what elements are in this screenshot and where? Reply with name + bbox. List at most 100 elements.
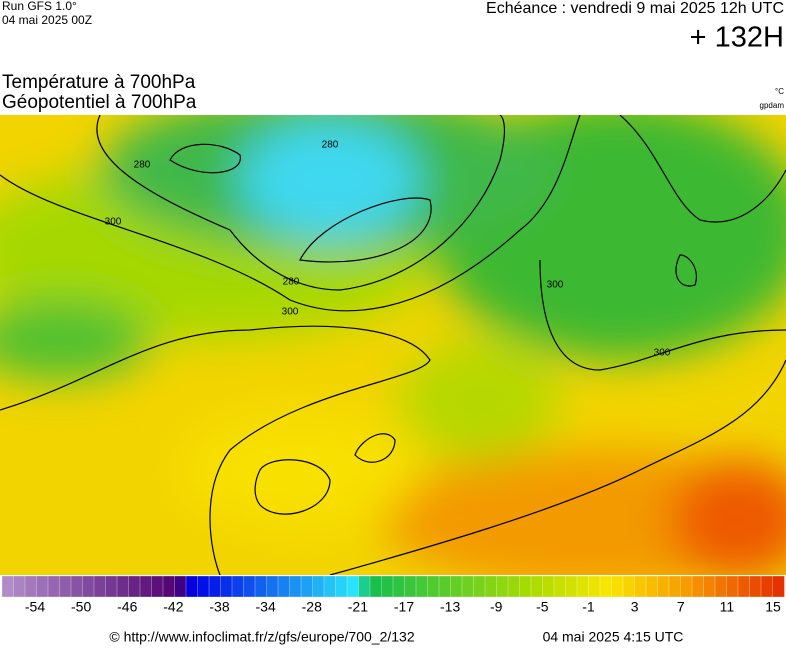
swatch xyxy=(542,575,555,598)
unit: °C xyxy=(775,87,784,96)
swatch xyxy=(220,575,233,598)
swatch xyxy=(392,575,406,598)
footer-url: © http://www.infoclimat.fr/z/gfs/europe/… xyxy=(109,629,414,645)
swatch xyxy=(737,575,751,598)
swatch xyxy=(335,575,348,598)
swatch xyxy=(576,575,590,598)
swatch xyxy=(70,575,84,598)
swatch xyxy=(714,575,728,598)
swatch xyxy=(1,575,15,598)
swatch xyxy=(760,575,774,598)
swatch xyxy=(82,575,95,598)
colorbar-label: -21 xyxy=(348,599,368,615)
swatch xyxy=(277,575,291,598)
title: Température à 700hPa xyxy=(2,72,196,93)
swatch xyxy=(59,575,72,598)
swatch xyxy=(300,575,314,598)
swatch xyxy=(312,575,325,598)
contour-label: 300 xyxy=(105,217,122,228)
swatch xyxy=(36,575,49,598)
swatch xyxy=(254,575,268,598)
unit: gpdam xyxy=(760,101,785,110)
swatch xyxy=(519,575,532,598)
swatch xyxy=(185,575,199,598)
swatch xyxy=(530,575,544,598)
swatch xyxy=(473,575,486,598)
colorbar-label: -9 xyxy=(490,599,503,615)
swatch xyxy=(105,575,118,598)
swatch xyxy=(346,575,360,598)
colorbar-label: 3 xyxy=(631,599,639,615)
swatch xyxy=(496,575,509,598)
run: Run GFS 1.0° xyxy=(2,0,77,13)
colorbar-label: 11 xyxy=(720,599,735,615)
swatch xyxy=(415,575,429,598)
contour-label: 300 xyxy=(547,280,564,291)
swatch xyxy=(680,575,693,598)
swatch xyxy=(24,575,38,598)
title: Géopotentiel à 700hPa xyxy=(2,92,197,113)
colorbar-label: 15 xyxy=(765,599,781,615)
colorbar-label: -34 xyxy=(256,599,276,615)
swatch xyxy=(691,575,705,598)
contour-label: 280 xyxy=(322,140,339,151)
swatch xyxy=(13,575,26,598)
colorbar-label: -28 xyxy=(302,599,322,615)
swatch xyxy=(484,575,498,598)
swatch xyxy=(772,575,785,598)
swatch xyxy=(565,575,578,598)
colorbar-label: 7 xyxy=(677,599,685,615)
swatch xyxy=(116,575,130,598)
swatch xyxy=(749,575,762,598)
swatch xyxy=(622,575,636,598)
swatch xyxy=(450,575,463,598)
swatch xyxy=(369,575,383,598)
swatch xyxy=(553,575,567,598)
colorbar-label: -54 xyxy=(25,599,45,615)
run-date: 04 mai 2025 00Z xyxy=(2,13,92,27)
swatch xyxy=(231,575,245,598)
swatch xyxy=(588,575,601,598)
contour-label: 280 xyxy=(134,160,151,171)
swatch xyxy=(726,575,739,598)
swatch xyxy=(47,575,61,598)
swatch xyxy=(243,575,256,598)
colorbar-label: -13 xyxy=(440,599,460,615)
swatch xyxy=(174,575,187,598)
swatch xyxy=(197,575,210,598)
colorbar-label: -50 xyxy=(71,599,91,615)
swatch xyxy=(645,575,659,598)
swatch xyxy=(289,575,302,598)
swatch xyxy=(208,575,222,598)
swatch xyxy=(461,575,475,598)
swatch xyxy=(427,575,440,598)
swatch xyxy=(404,575,417,598)
swatch xyxy=(162,575,176,598)
colorbar-label: -17 xyxy=(394,599,414,615)
colorbar-label: -38 xyxy=(209,599,229,615)
colorbar-label: -5 xyxy=(536,599,549,615)
swatch xyxy=(668,575,682,598)
swatch xyxy=(634,575,647,598)
swatch xyxy=(139,575,153,598)
swatch xyxy=(657,575,670,598)
lead-time: + 132H xyxy=(690,22,784,54)
swatch xyxy=(323,575,337,598)
contour-label: 280 xyxy=(283,277,300,288)
colorbar: -54 -50 -46 -42 -38 -34 -28 -21 -17 -13 -9 -5 -1 3 7 11… xyxy=(1,575,785,615)
contour-label: 300 xyxy=(654,348,671,359)
swatch xyxy=(611,575,624,598)
swatch xyxy=(381,575,394,598)
colorbar-label: -42 xyxy=(163,599,183,615)
colorbar-label: -1 xyxy=(582,599,595,615)
swatch xyxy=(438,575,452,598)
swatch xyxy=(703,575,716,598)
swatch xyxy=(151,575,164,598)
swatch xyxy=(128,575,141,598)
echeance: Echéance : vendredi 9 mai 2025 12h UTC xyxy=(486,0,784,17)
map xyxy=(0,115,786,575)
swatch xyxy=(599,575,613,598)
footer-time: 04 mai 2025 4:15 UTC xyxy=(543,629,684,645)
swatch xyxy=(358,575,371,598)
